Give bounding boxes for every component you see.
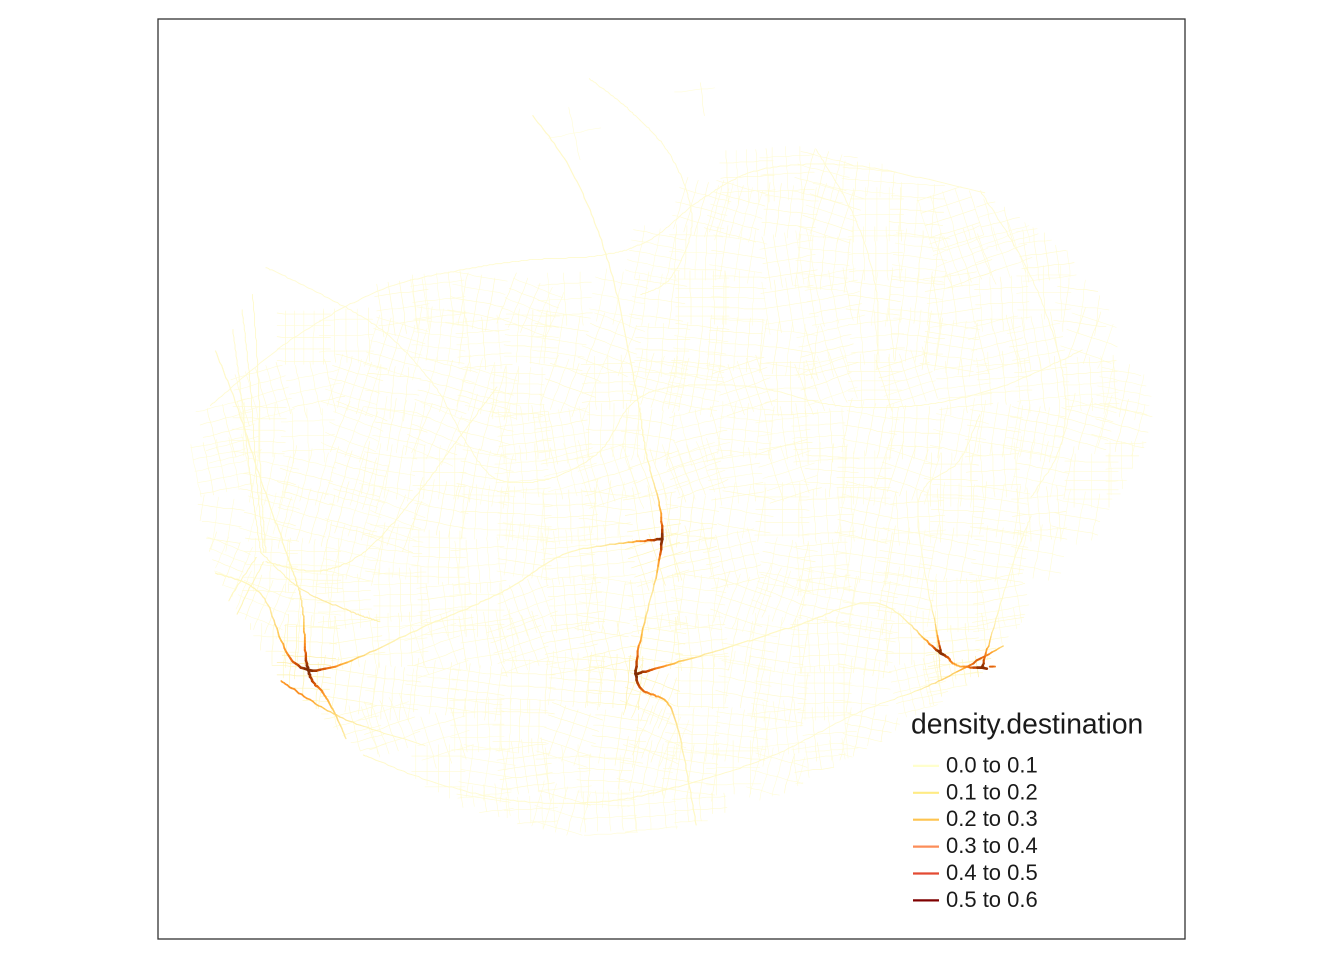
- svg-text:0.5 to 0.6: 0.5 to 0.6: [946, 887, 1038, 912]
- svg-text:0.2 to 0.3: 0.2 to 0.3: [946, 806, 1038, 831]
- svg-text:0.3 to 0.4: 0.3 to 0.4: [946, 833, 1038, 858]
- svg-text:0.1 to 0.2: 0.1 to 0.2: [946, 779, 1038, 804]
- svg-text:0.4 to 0.5: 0.4 to 0.5: [946, 860, 1038, 885]
- svg-text:0.0 to 0.1: 0.0 to 0.1: [946, 752, 1038, 777]
- svg-text:density.destination: density.destination: [911, 708, 1143, 740]
